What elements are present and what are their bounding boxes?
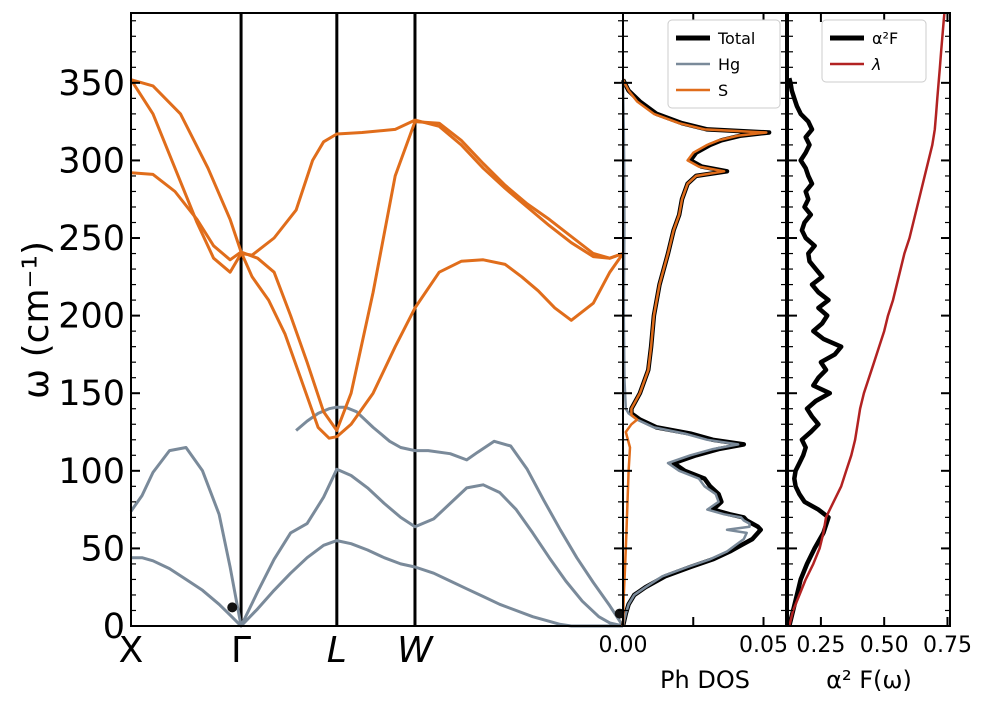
band-structure-y-ticks: 0 50 100 150 200 250 300 350 bbox=[58, 20, 623, 647]
dos-legend-label-s: S bbox=[718, 81, 728, 100]
dos-legend-box bbox=[667, 19, 781, 109]
y-tick-label-250: 250 bbox=[58, 219, 125, 259]
a2f-legend-label-a2f: α²F bbox=[872, 29, 898, 48]
band-hg-optical bbox=[295, 405, 625, 627]
a2f-legend-label-lambda: λ bbox=[871, 55, 881, 74]
dos-line-total bbox=[620, 78, 772, 627]
y-tick-label-200: 200 bbox=[58, 297, 125, 337]
a2f-line-lambda bbox=[788, 12, 946, 627]
eliashberg-ticks: 0.25 0.50 0.75 bbox=[788, 13, 972, 658]
phonon-dos-panel: 0.00 0.05 Ph DOS Total Hg S bbox=[599, 12, 788, 694]
phonon-dos-legend: Total Hg S bbox=[667, 19, 781, 109]
dos-x-tick-label-2: 0.05 bbox=[739, 633, 788, 658]
a2f-x-tick-label-0: 0.25 bbox=[796, 633, 845, 658]
y-tick-label-100: 100 bbox=[58, 452, 125, 492]
band-marker-0 bbox=[227, 602, 238, 613]
high-symmetry-label-w: W bbox=[397, 630, 434, 671]
phonon-dos-x-axis-label: Ph DOS bbox=[660, 666, 750, 694]
band-structure-plot-area bbox=[129, 13, 625, 628]
phonon-dos-ticks: 0.00 0.05 bbox=[599, 13, 788, 658]
high-symmetry-label-x: X bbox=[119, 630, 144, 671]
phonon-dos-frame bbox=[622, 12, 787, 627]
a2f-line-a2f bbox=[787, 77, 844, 627]
a2f-x-tick-label-2: 0.75 bbox=[923, 633, 972, 658]
band-structure-y-axis-label: ω (cm⁻¹) bbox=[16, 241, 57, 399]
band-s-branch-2 bbox=[130, 120, 624, 432]
y-tick-label-0: 0 bbox=[103, 607, 125, 647]
high-symmetry-label-gamma: Γ bbox=[231, 630, 251, 671]
phonon-dos-plot-area bbox=[620, 78, 772, 627]
eliashberg-x-axis-label: α² F(ω) bbox=[826, 666, 912, 694]
dos-line-s bbox=[621, 79, 768, 627]
band-s-branch-1 bbox=[130, 78, 625, 440]
band-hg-acoustic-2 bbox=[129, 446, 624, 628]
eliashberg-plot-area bbox=[787, 12, 946, 627]
band-hg-acoustic-1 bbox=[131, 539, 623, 628]
dos-line-hg bbox=[621, 82, 751, 627]
a2f-x-tick-label-1: 0.50 bbox=[860, 633, 909, 658]
dos-legend-label-total: Total bbox=[717, 29, 755, 48]
eliashberg-frame bbox=[787, 12, 951, 627]
y-tick-label-350: 350 bbox=[58, 64, 125, 104]
dos-legend-label-hg: Hg bbox=[718, 55, 740, 74]
eliashberg-legend: α²F λ bbox=[821, 19, 927, 83]
y-tick-label-300: 300 bbox=[58, 141, 125, 181]
y-tick-label-150: 150 bbox=[58, 374, 125, 414]
dos-x-tick-label-0: 0.00 bbox=[599, 633, 648, 658]
y-tick-label-50: 50 bbox=[80, 529, 125, 569]
high-symmetry-label-l: L bbox=[327, 630, 347, 671]
band-structure-panel: 0 50 100 150 200 250 300 350 X Γ L W ω (cm⁻¹) bbox=[16, 12, 625, 671]
band-s-branch-3 bbox=[129, 78, 624, 274]
eliashberg-panel: 0.25 0.50 0.75 α² F(ω) α²F λ bbox=[787, 12, 972, 694]
band-structure-frame bbox=[130, 12, 624, 627]
